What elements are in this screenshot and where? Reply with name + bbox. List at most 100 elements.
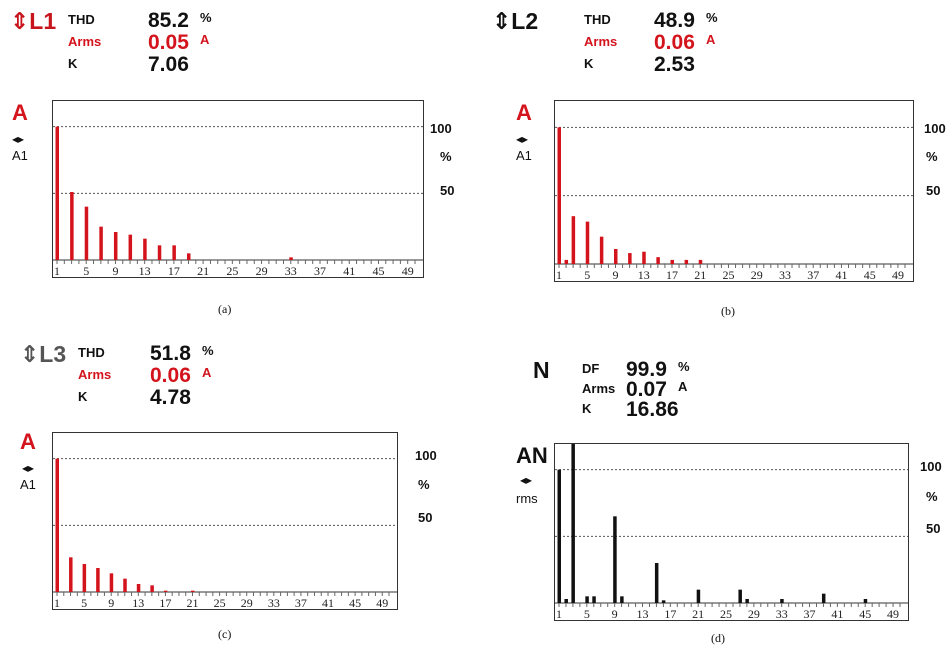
x-tick-label: 13 bbox=[139, 264, 151, 278]
measure-label: K bbox=[78, 389, 88, 404]
harmonic-bar bbox=[84, 206, 89, 260]
harmonic-bar bbox=[821, 593, 826, 603]
scale-label: % bbox=[926, 489, 938, 504]
panel-a: ⇕L1 THD 85.2% Arms 0.05 A K 7.06 A ◂▸ A1 100% 50 (a) 1… bbox=[0, 0, 476, 325]
measure-value: 2.53 bbox=[654, 53, 695, 76]
measure-label: K bbox=[584, 56, 594, 71]
measure-label: DF bbox=[582, 361, 600, 376]
harmonic-bar bbox=[128, 234, 133, 260]
scale-label: 100 bbox=[430, 121, 452, 136]
scale-label: 100 bbox=[920, 459, 942, 474]
harmonic-bar bbox=[82, 564, 87, 592]
x-tick-label: 21 bbox=[197, 264, 209, 278]
left-right-arrow-icon[interactable]: ◂▸ bbox=[22, 461, 35, 475]
channel-selector-label: A1 bbox=[20, 477, 36, 492]
harmonic-spectrum-chart: 1 5 9 13 17 21 25 29 33 37 41 45 49 bbox=[52, 432, 398, 610]
measure-unit: % bbox=[202, 343, 214, 358]
x-tick-label: 9 bbox=[112, 264, 118, 278]
harmonic-bar bbox=[863, 599, 868, 603]
measure-label: Arms bbox=[582, 381, 616, 396]
measure-label: K bbox=[68, 56, 78, 71]
x-tick-label: 49 bbox=[376, 596, 388, 610]
x-tick-label: 33 bbox=[268, 596, 280, 610]
scale-label: 50 bbox=[418, 510, 433, 525]
x-tick-label: 1 bbox=[54, 264, 60, 278]
harmonic-bar bbox=[599, 236, 604, 264]
measure-label: Arms bbox=[68, 34, 102, 49]
x-tick-label: 9 bbox=[108, 596, 114, 610]
harmonic-bar bbox=[698, 259, 703, 264]
harmonic-bar bbox=[684, 259, 689, 264]
harmonic-bar bbox=[592, 596, 596, 603]
measure-label: K bbox=[582, 401, 592, 416]
channel-selector-label: A1 bbox=[516, 148, 532, 163]
measure-label: THD bbox=[584, 12, 611, 27]
x-tick-label: 25 bbox=[226, 264, 238, 278]
x-tick-label: 21 bbox=[694, 268, 706, 282]
panel-b: ⇕L2 THD 48.9% Arms 0.06 A K 2.53 A ◂▸ A1 100% 50 (b) 1… bbox=[476, 0, 952, 325]
harmonic-bar bbox=[557, 469, 561, 603]
harmonic-bar bbox=[191, 590, 195, 592]
figure-caption: (a) bbox=[218, 302, 232, 316]
x-tick-label: 5 bbox=[584, 268, 590, 282]
x-tick-label: 45 bbox=[859, 607, 871, 621]
harmonic-bar bbox=[109, 573, 114, 592]
x-tick-label: 21 bbox=[187, 596, 199, 610]
harmonic-bar bbox=[745, 599, 749, 603]
x-tick-label: 41 bbox=[831, 607, 843, 621]
measure-unit: % bbox=[706, 10, 718, 25]
x-tick-label: 29 bbox=[751, 268, 763, 282]
measure-unit: A bbox=[200, 32, 210, 47]
harmonic-bar bbox=[585, 221, 590, 264]
scale-label: % bbox=[440, 149, 452, 164]
x-tick-label: 5 bbox=[584, 607, 590, 621]
x-tick-label: 49 bbox=[892, 268, 904, 282]
scale-label: % bbox=[926, 149, 938, 164]
channel-selector-label: rms bbox=[516, 491, 538, 506]
harmonic-bar bbox=[654, 563, 659, 603]
x-tick-label: 41 bbox=[322, 596, 334, 610]
scale-label: 100 bbox=[415, 448, 437, 463]
x-tick-label: 37 bbox=[804, 607, 816, 621]
x-tick-label: 33 bbox=[285, 264, 297, 278]
x-tick-label: 5 bbox=[81, 596, 87, 610]
harmonic-bar bbox=[70, 192, 74, 260]
harmonic-spectrum-chart: 1 5 9 13 17 21 25 29 33 37 41 45 49 bbox=[554, 100, 914, 282]
scale-label: 50 bbox=[926, 521, 941, 536]
x-tick-label: 1 bbox=[556, 268, 562, 282]
figure-caption: (b) bbox=[721, 304, 735, 318]
harmonic-spectrum-chart: 1 5 9 13 17 21 25 29 33 37 41 45 49 bbox=[554, 443, 909, 621]
x-tick-label: 17 bbox=[168, 264, 180, 278]
x-tick-label: 17 bbox=[664, 607, 676, 621]
harmonic-bar bbox=[113, 232, 118, 260]
measure-unit: A bbox=[202, 365, 212, 380]
x-tick-label: 41 bbox=[835, 268, 847, 282]
x-tick-label: 5 bbox=[83, 264, 89, 278]
measure-unit: % bbox=[200, 10, 212, 25]
left-right-arrow-icon[interactable]: ◂▸ bbox=[12, 132, 25, 146]
harmonic-bar bbox=[613, 248, 618, 264]
x-tick-label: 25 bbox=[214, 596, 226, 610]
harmonic-bar bbox=[289, 257, 293, 260]
harmonic-bar bbox=[613, 516, 617, 603]
harmonic-bar bbox=[628, 253, 632, 264]
left-right-arrow-icon[interactable]: ◂▸ bbox=[520, 473, 533, 487]
scale-label: 50 bbox=[440, 183, 455, 198]
x-tick-label: 29 bbox=[748, 607, 760, 621]
harmonic-bar bbox=[696, 589, 701, 603]
axis-unit-label: A bbox=[516, 100, 532, 125]
x-tick-label: 33 bbox=[779, 268, 791, 282]
harmonic-bar bbox=[661, 600, 666, 603]
harmonic-bar bbox=[738, 589, 742, 603]
harmonic-bar bbox=[585, 596, 589, 603]
left-right-arrow-icon[interactable]: ◂▸ bbox=[516, 132, 529, 146]
measure-value: 85.2 bbox=[148, 9, 189, 32]
x-tick-label: 13 bbox=[637, 607, 649, 621]
harmonic-bar bbox=[157, 245, 162, 260]
harmonic-bar bbox=[96, 568, 100, 592]
x-tick-label: 9 bbox=[612, 607, 618, 621]
scale-label: 50 bbox=[926, 183, 941, 198]
harmonic-bar bbox=[571, 444, 575, 603]
channel-selector-label: A1 bbox=[12, 148, 28, 163]
x-tick-label: 49 bbox=[402, 264, 414, 278]
